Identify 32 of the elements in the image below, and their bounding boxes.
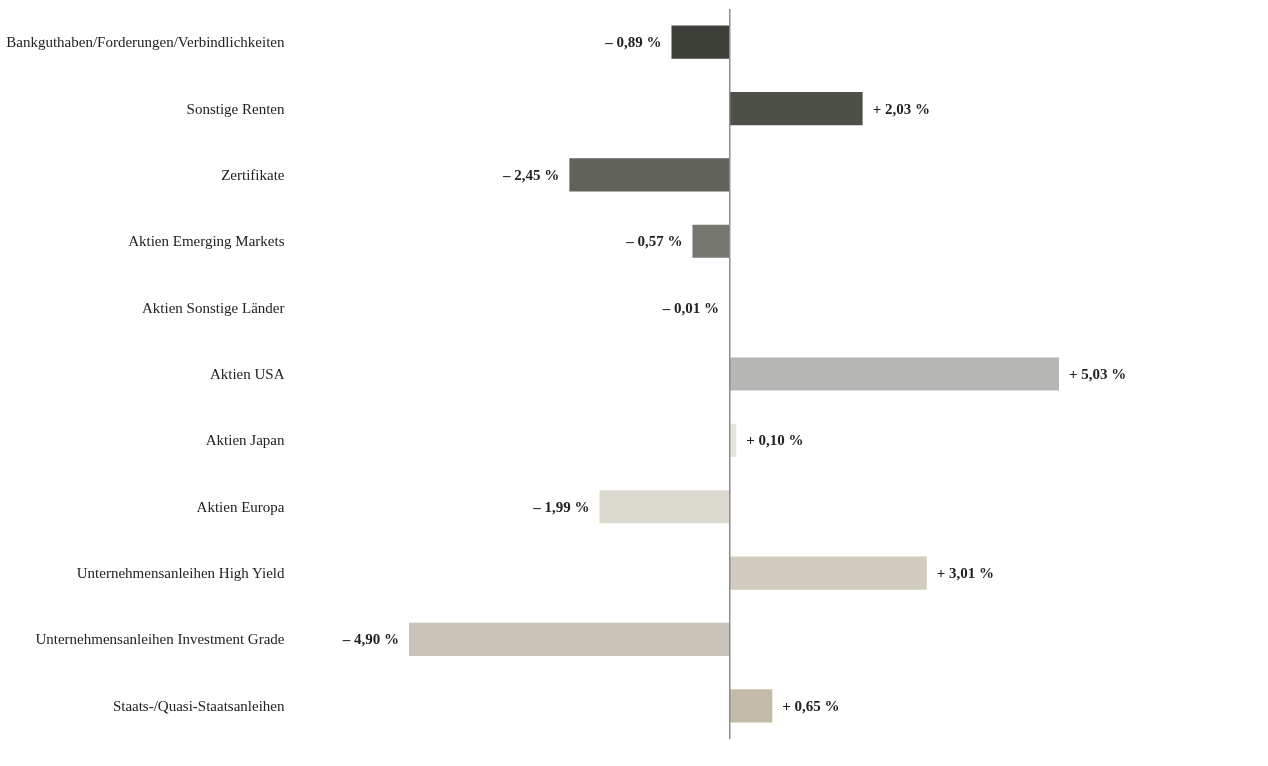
y-tick-label: Aktien Japan xyxy=(205,432,285,449)
bar xyxy=(671,25,730,59)
data-label: + 0,10 % xyxy=(746,432,804,449)
y-tick-label: Unternehmensanleihen High Yield xyxy=(76,565,285,582)
y-tick-label: Staats-/Quasi-Staatsanleihen xyxy=(112,697,285,714)
data-label: – 0,01 % xyxy=(661,299,720,316)
y-tick-label: Unternehmensanleihen Investment Grade xyxy=(35,631,285,648)
data-label: – 1,99 % xyxy=(532,498,590,515)
data-label: – 0,89 % xyxy=(604,34,662,51)
bar xyxy=(729,423,737,457)
bar xyxy=(729,556,927,590)
bar xyxy=(729,689,773,723)
data-label: – 0,57 % xyxy=(625,233,683,250)
bar xyxy=(729,91,863,126)
bar xyxy=(569,158,730,192)
data-label: + 5,03 % xyxy=(1069,366,1127,382)
data-label: – 4,90 % xyxy=(341,631,399,648)
data-label: + 0,65 % xyxy=(782,697,840,714)
bar xyxy=(729,357,1059,391)
data-label: – 2,45 % xyxy=(502,166,560,183)
y-tick-label: Aktien Europa xyxy=(196,498,285,515)
bar xyxy=(599,490,730,524)
y-tick-label: Aktien Emerging Markets xyxy=(128,233,285,250)
y-tick-label: Bankguthaben/Forderungen/Verbindlichkeiten xyxy=(6,34,285,51)
y-tick-label: Aktien Sonstige Länder xyxy=(142,299,285,316)
bar xyxy=(409,622,730,657)
data-label: + 2,03 % xyxy=(872,100,930,117)
y-tick-label: Zertifikate xyxy=(221,166,285,183)
data-label: + 3,01 % xyxy=(936,565,995,582)
bar xyxy=(692,224,730,258)
y-tick-label: Aktien USA xyxy=(209,366,285,382)
y-tick-label: Sonstige Renten xyxy=(186,100,285,117)
